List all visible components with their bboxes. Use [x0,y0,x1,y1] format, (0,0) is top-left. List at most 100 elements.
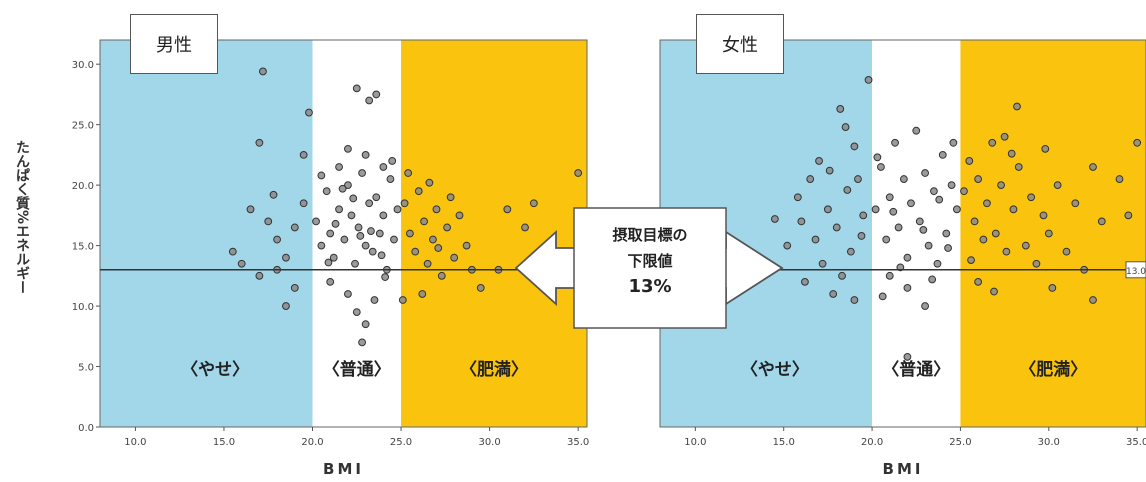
female-data-point [885,271,894,280]
female-xtick-label: 35.0 [1126,437,1146,448]
female-data-point [942,229,951,238]
female-data-point [850,296,859,304]
male-data-point [411,247,420,256]
female-xtick-label: 15.0 [773,437,795,448]
male-data-point [406,229,414,238]
female-data-point [859,211,868,220]
female-data-point [979,235,988,244]
male-xtick-label: 30.0 [478,437,500,448]
male-data-point [434,244,443,252]
male-data-point [423,259,432,268]
male-data-point [299,199,308,208]
male-data-point [344,181,352,190]
female-data-point [878,292,887,301]
male-data-point [322,187,331,196]
male-ytick-label: 30.0 [72,60,94,71]
female-data-point [838,271,846,280]
male-data-point [455,211,464,220]
female-data-point [873,153,882,162]
female-data-point [1089,296,1097,304]
female-data-point [903,352,912,361]
male-data-point [299,150,308,159]
male-data-point [420,217,428,226]
female-data-point [885,193,894,202]
male-data-point [352,84,361,93]
male-data-point [381,273,390,281]
female-data-point [974,277,983,286]
female-data-point [944,244,952,252]
male-ytick-label: 5.0 [78,363,94,374]
male-data-point [398,296,407,304]
male-data-point [305,108,313,117]
callout-line-1: 摂取目標の [612,226,688,244]
male-data-point [400,199,409,208]
female-data-point [912,126,921,135]
male-data-point [312,217,320,226]
male-data-point [329,253,338,262]
male-xtick-label: 10.0 [124,437,146,448]
female-data-point [843,186,852,194]
male-data-point [237,259,246,268]
female-data-point [836,105,845,113]
callout-line-3: 13% [628,276,672,297]
female-data-point [1041,144,1050,153]
male-data-point [361,150,370,159]
male-ytick-label: 10.0 [72,302,94,313]
male-data-point [370,296,379,304]
female-data-point [850,142,859,151]
male-data-point [290,284,299,292]
male-data-point [349,194,358,203]
female-data-point [903,253,912,262]
male-data-point [352,308,361,317]
male-data-point [361,320,370,329]
male-data-point [462,241,471,250]
female-data-point [1071,199,1080,208]
female-data-point [921,302,929,310]
male-data-point [335,205,343,214]
male-data-point [340,235,349,244]
male-ytick-label: 25.0 [72,121,94,132]
male-data-point [367,227,375,235]
female-data-point [846,247,855,256]
target-callout: 摂取目標の 下限値 13% [574,208,726,328]
female-data-point [1062,247,1071,256]
female-data-point [974,175,983,183]
female-data-point [1013,102,1021,111]
female-data-point [991,229,1000,238]
female-data-point [928,275,937,284]
male-data-point [390,235,398,244]
female-data-point [857,232,866,240]
male-data-point [317,241,326,250]
female-data-point [970,217,979,226]
male-data-point [255,271,264,280]
male-data-point [521,223,529,232]
male-data-point [347,211,356,220]
callout-line-2: 下限値 [627,252,673,270]
female-data-point [801,277,809,286]
male-data-point [255,138,264,147]
male-data-point [344,290,352,298]
male-data-point [529,199,538,208]
female-chart: 10.0 15.0 20.0 25.0 30.0 35.0 BMI 〈やせ〉 〈普通〉 〈肥満〉 1… [659,39,1146,478]
female-data-point [938,150,947,159]
female-data-point [829,290,838,298]
callout-box [573,207,727,329]
male-data-point [259,67,267,76]
male-data-point [228,247,237,256]
female-data-point [882,235,891,244]
male-data-point [273,235,281,244]
male-data-point [290,223,299,232]
female-data-point [811,235,820,244]
female-data-point [1021,241,1030,250]
male-data-point [388,157,397,165]
female-data-point [832,223,841,232]
female-data-point [1014,163,1023,171]
male-data-point [414,187,423,196]
male-xtick-label: 20.0 [301,437,323,448]
female-data-point [967,256,975,265]
female-data-point [935,195,944,204]
female-data-point [1032,259,1041,268]
female-data-point [1089,163,1097,171]
female-data-point [770,215,779,223]
